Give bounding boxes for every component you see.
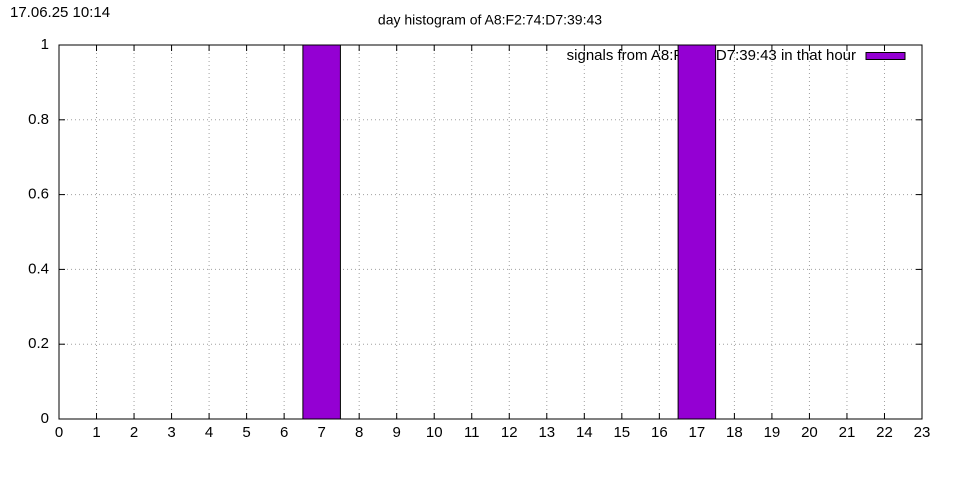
x-tick-label: 16 [651, 424, 668, 441]
x-tick-label: 17 [689, 424, 706, 441]
y-tick-label: 1 [41, 36, 49, 53]
bar [302, 45, 341, 419]
x-tick-label: 22 [876, 424, 893, 441]
x-tick-label: 4 [205, 424, 213, 441]
x-tick-label: 1 [92, 424, 100, 441]
x-tick-label: 13 [538, 424, 555, 441]
x-tick-label: 21 [839, 424, 856, 441]
y-tick-label: 0.2 [28, 335, 49, 352]
x-tick-label: 12 [501, 424, 518, 441]
x-tick-label: 2 [130, 424, 138, 441]
x-tick-label: 3 [167, 424, 175, 441]
x-tick-label: 8 [355, 424, 363, 441]
bar [677, 45, 717, 419]
x-tick-label: 18 [726, 424, 743, 441]
x-tick-label: 19 [764, 424, 781, 441]
x-tick-label: 14 [576, 424, 593, 441]
x-tick-label: 20 [801, 424, 818, 441]
plot-border [58, 44, 923, 420]
x-tick-label: 5 [242, 424, 250, 441]
x-tick-label: 0 [55, 424, 63, 441]
timestamp: 17.06.25 10:14 [10, 4, 110, 21]
y-tick-label: 0.6 [28, 186, 49, 203]
chart-title: day histogram of A8:F2:74:D7:39:43 [378, 12, 602, 28]
x-tick-label: 15 [613, 424, 630, 441]
legend-swatch [865, 52, 906, 60]
x-tick-label: 7 [317, 424, 325, 441]
x-tick-label: 23 [914, 424, 931, 441]
x-tick-label: 9 [393, 424, 401, 441]
x-tick-label: 10 [426, 424, 443, 441]
x-tick-label: 11 [464, 424, 480, 441]
y-tick-label: 0 [41, 410, 49, 427]
y-tick-label: 0.8 [28, 111, 49, 128]
y-tick-label: 0.4 [28, 260, 49, 277]
x-tick-label: 6 [280, 424, 288, 441]
